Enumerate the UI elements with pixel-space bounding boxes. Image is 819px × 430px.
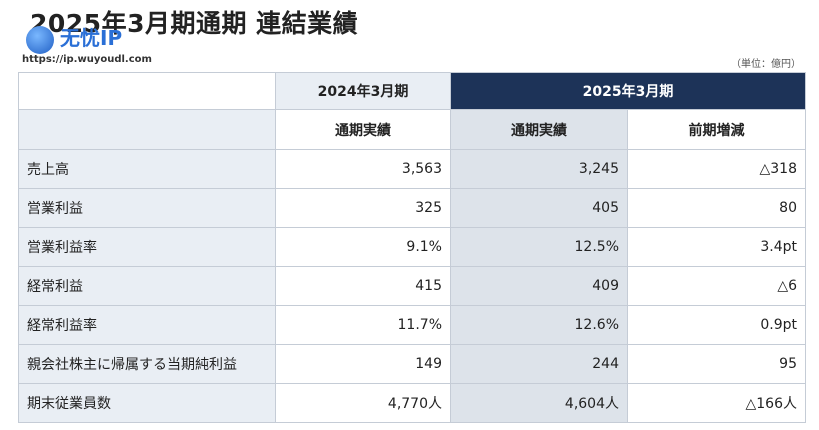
watermark-logo: 无忧IP (22, 26, 152, 54)
results-table: 2024年3月期 2025年3月期 通期実績 通期実績 前期増減 売上高 3,56… (18, 72, 806, 423)
table-cell: △6 (627, 266, 806, 306)
table-cell: △166人 (627, 383, 806, 423)
row-label: 経常利益 (18, 266, 276, 306)
table-body: 売上高 3,563 3,245 △318 営業利益 325 405 80 営業利益率 9.1% 12… (18, 149, 806, 423)
watermark: 无忧IP https://ip.wuyoudl.com (22, 26, 152, 65)
header-cell: 通期実績 (450, 109, 628, 150)
table-cell: 405 (450, 188, 628, 228)
table-row: 経常利益 415 409 △6 (18, 266, 806, 306)
table-row: 期末従業員数 4,770人 4,604人 △166人 (18, 383, 806, 423)
row-label: 売上高 (18, 149, 276, 189)
title: 2025年3月期通期 連結業績 (30, 9, 359, 38)
table-cell: 0.9pt (627, 305, 806, 345)
table-cell: 3,245 (450, 149, 628, 189)
table-row: 営業利益率 9.1% 12.5% 3.4pt (18, 227, 806, 267)
table-cell: 415 (275, 266, 451, 306)
table-row: 営業利益 325 405 80 (18, 188, 806, 228)
row-label: 親会社株主に帰属する当期純利益 (18, 344, 276, 384)
table-cell: 3.4pt (627, 227, 806, 267)
header-cell: 2024年3月期 (275, 72, 451, 110)
table-row: 親会社株主に帰属する当期純利益 149 244 95 (18, 344, 806, 384)
table-cell: 3,563 (275, 149, 451, 189)
header-row: 通期実績 通期実績 前期増減 (18, 109, 806, 150)
header-cell (18, 72, 276, 110)
table-cell: 325 (275, 188, 451, 228)
header-cell: 前期増減 (627, 109, 806, 150)
table-cell: △318 (627, 149, 806, 189)
table-cell: 80 (627, 188, 806, 228)
table-row: 経常利益率 11.7% 12.6% 0.9pt (18, 305, 806, 345)
row-label: 期末従業員数 (18, 383, 276, 423)
table-row: 売上高 3,563 3,245 △318 (18, 149, 806, 189)
table-cell: 9.1% (275, 227, 451, 267)
table-cell: 409 (450, 266, 628, 306)
row-label: 経常利益率 (18, 305, 276, 345)
unit-note: （単位：億円） (731, 59, 801, 70)
table-cell: 149 (275, 344, 451, 384)
watermark-url: https://ip.wuyoudl.com (22, 54, 152, 65)
table-cell: 244 (450, 344, 628, 384)
table-cell: 95 (627, 344, 806, 384)
table-cell: 11.7% (275, 305, 451, 345)
header-cell: 通期実績 (275, 109, 451, 150)
table-cell: 4,604人 (450, 383, 628, 423)
table-cell: 12.5% (450, 227, 628, 267)
header-row: 2024年3月期 2025年3月期 (18, 72, 806, 110)
header-cell (18, 109, 276, 150)
table-cell: 4,770人 (275, 383, 451, 423)
header-cell: 2025年3月期 (450, 72, 806, 110)
table-cell: 12.6% (450, 305, 628, 345)
row-label: 営業利益 (18, 188, 276, 228)
row-label: 営業利益率 (18, 227, 276, 267)
